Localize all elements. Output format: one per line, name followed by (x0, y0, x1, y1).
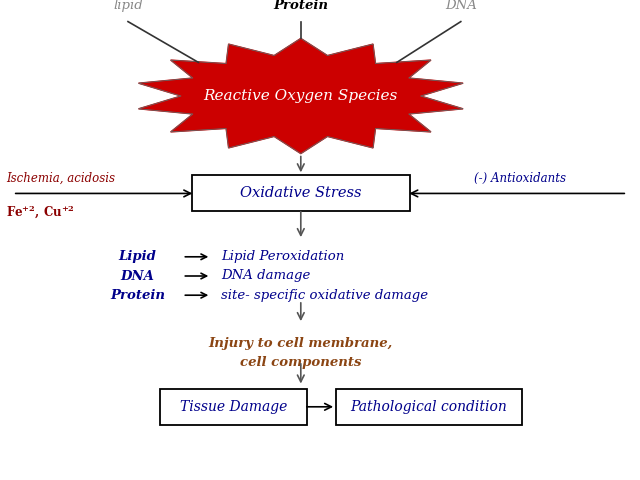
Text: site- specific oxidative damage: site- specific oxidative damage (221, 288, 428, 302)
Text: Reactive Oxygen Species: Reactive Oxygen Species (204, 89, 398, 103)
Polygon shape (139, 38, 463, 154)
Text: $\mathregular{Fe^{+2}}$, $\mathregular{Cu^{+2}}$: $\mathregular{Fe^{+2}}$, $\mathregular{C… (6, 204, 76, 221)
Text: DNA: DNA (445, 0, 477, 12)
FancyBboxPatch shape (160, 389, 307, 425)
Text: Injury to cell membrane,: Injury to cell membrane, (209, 336, 393, 350)
Text: Protein: Protein (110, 288, 165, 302)
Text: Lipid: Lipid (118, 250, 157, 264)
FancyBboxPatch shape (192, 175, 410, 211)
Text: Pathological condition: Pathological condition (351, 400, 507, 414)
FancyBboxPatch shape (336, 389, 522, 425)
Text: Oxidative Stress: Oxidative Stress (240, 186, 362, 200)
Text: DNA: DNA (121, 269, 154, 283)
Text: Ischemia, acidosis: Ischemia, acidosis (6, 172, 115, 185)
Text: lipid: lipid (113, 0, 143, 12)
Text: Protein: Protein (273, 0, 328, 12)
Text: Tissue Damage: Tissue Damage (180, 400, 287, 414)
Text: Lipid Peroxidation: Lipid Peroxidation (221, 250, 344, 264)
Text: DNA damage: DNA damage (221, 269, 310, 283)
Text: cell components: cell components (240, 356, 362, 369)
Text: (-) Antioxidants: (-) Antioxidants (474, 172, 566, 185)
